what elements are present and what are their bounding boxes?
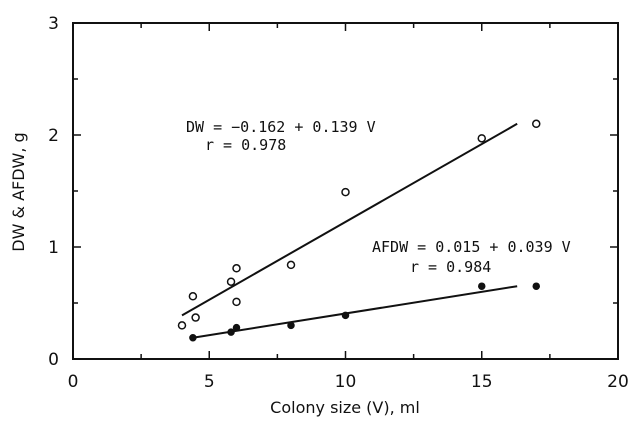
dw-point [286,260,296,270]
y-tick-label: 0 [48,350,59,370]
dw-point [341,187,350,197]
x-tick-labels: 0 5 10 15 20 [68,372,629,392]
data-points [177,119,541,342]
dw-point [226,277,236,286]
fit-lines [181,122,518,339]
afdw-point [532,282,540,290]
afdw-point [287,321,295,330]
x-tick-label: 15 [471,372,493,392]
dw-point [232,264,241,273]
afdw-r-value: r = 0.984 [410,258,491,276]
dw-r-value: r = 0.978 [205,136,286,154]
dw-point [532,119,541,129]
x-axis-title: Colony size (V), ml [270,398,420,417]
dw-fit-line [181,122,518,317]
afdw-point [341,311,350,320]
dw-point [477,134,486,143]
y-axis-title: DW & AFDW, g [9,132,28,251]
dw-point [188,292,198,301]
dw-point [177,321,187,330]
dw-point [232,297,241,307]
afdw-point [189,333,197,342]
dw-equation: DW = −0.162 + 0.139 V [186,118,376,136]
x-tick-label: 0 [68,372,79,392]
y-tick-label: 1 [48,238,59,258]
afdw-point [232,323,241,332]
axis-ticks [72,22,619,360]
y-tick-label: 2 [48,126,59,146]
afdw-point [227,328,235,336]
afdw-equation: AFDW = 0.015 + 0.039 V [372,238,571,256]
y-tick-label: 3 [48,14,59,34]
afdw-point [478,282,486,290]
y-tick-labels: 0 1 2 3 [48,14,59,370]
x-tick-label: 5 [204,372,215,392]
x-tick-label: 20 [607,372,629,392]
x-tick-label: 10 [335,372,357,392]
dw-point [191,313,200,322]
afdw-fit-line [192,285,518,339]
